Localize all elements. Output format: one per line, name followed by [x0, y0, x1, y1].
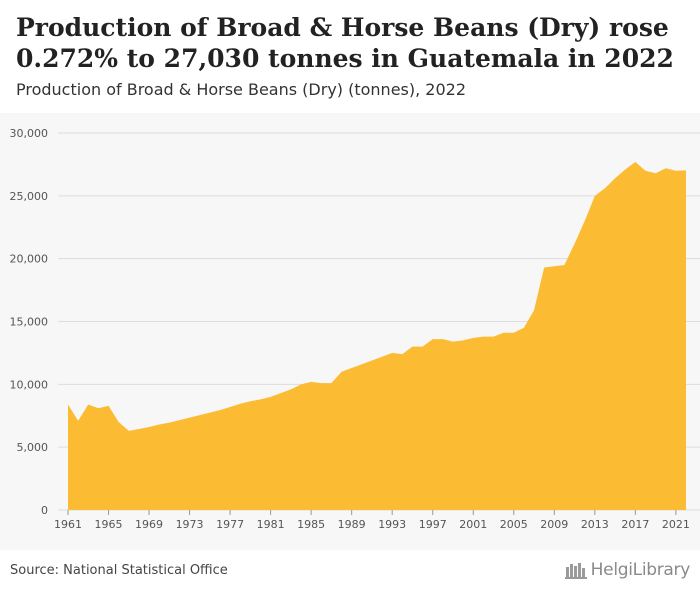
y-tick-label: 20,000: [10, 253, 49, 266]
x-tick-label: 1989: [338, 518, 366, 531]
y-tick-label: 10,000: [10, 378, 49, 391]
header: Production of Broad & Horse Beans (Dry) …: [0, 0, 700, 113]
x-tick-label: 1993: [378, 518, 406, 531]
y-tick-label: 30,000: [10, 127, 49, 140]
x-tick-label: 2017: [621, 518, 649, 531]
chart-title: Production of Broad & Horse Beans (Dry) …: [16, 13, 674, 73]
x-tick-label: 1997: [419, 518, 447, 531]
chart-subtitle: Production of Broad & Horse Beans (Dry) …: [16, 80, 467, 99]
y-tick-label: 25,000: [10, 190, 49, 203]
y-tick-label: 0: [41, 504, 48, 517]
x-tick-label: 2009: [540, 518, 568, 531]
x-tick-label: 1985: [297, 518, 325, 531]
x-tick-label: 2021: [662, 518, 690, 531]
y-tick-label: 5,000: [17, 441, 49, 454]
area-chart: 0 5,000 10,000 15,000 20,000 25,000 30,000 1961…: [10, 127, 700, 531]
x-tick-label: 1965: [95, 518, 123, 531]
helgi-library-logo[interactable]: HelgiLibrary: [564, 560, 691, 580]
x-tick-label: 1973: [176, 518, 204, 531]
x-tick-label: 2013: [581, 518, 609, 531]
x-tick-label: 2001: [459, 518, 487, 531]
y-tick-label: 15,000: [10, 316, 49, 329]
logo-text: HelgiLibrary: [590, 560, 691, 580]
x-tick-label: 1969: [135, 518, 163, 531]
library-icon: [564, 563, 587, 579]
x-tick-label: 1977: [216, 518, 244, 531]
production-area: [68, 161, 686, 510]
x-tick-label: 2005: [500, 518, 528, 531]
source-note: Source: National Statistical Office: [10, 563, 228, 578]
x-tick-label: 1961: [54, 518, 82, 531]
x-tick-label: 1981: [257, 518, 285, 531]
